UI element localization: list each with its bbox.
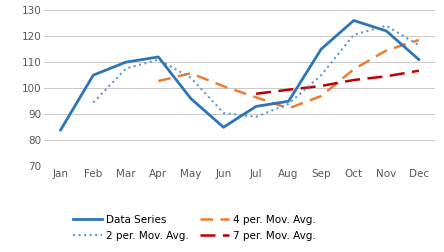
2 per. Mov. Avg. — [384, 24, 389, 27]
7 per. Mov. Avg. — [286, 88, 291, 91]
2 per. Mov. Avg. — [156, 58, 161, 61]
4 per. Mov. Avg. — [221, 85, 226, 88]
2 per. Mov. Avg. — [123, 67, 128, 70]
Data Series — [221, 126, 226, 129]
2 per. Mov. Avg. — [254, 115, 259, 118]
2 per. Mov. Avg. — [416, 44, 421, 47]
Data Series — [351, 19, 357, 22]
4 per. Mov. Avg. — [254, 96, 259, 99]
Data Series — [91, 74, 96, 77]
Line: 2 per. Mov. Avg.: 2 per. Mov. Avg. — [93, 26, 419, 117]
2 per. Mov. Avg. — [318, 74, 324, 77]
4 per. Mov. Avg. — [188, 72, 194, 75]
Line: 7 per. Mov. Avg.: 7 per. Mov. Avg. — [256, 71, 419, 94]
2 per. Mov. Avg. — [91, 101, 96, 104]
4 per. Mov. Avg. — [384, 49, 389, 52]
Data Series — [318, 48, 324, 51]
7 per. Mov. Avg. — [318, 84, 324, 87]
7 per. Mov. Avg. — [384, 75, 389, 78]
Data Series — [188, 97, 194, 100]
4 per. Mov. Avg. — [286, 107, 291, 110]
Line: 4 per. Mov. Avg.: 4 per. Mov. Avg. — [159, 40, 419, 108]
Data Series — [156, 55, 161, 58]
4 per. Mov. Avg. — [416, 39, 421, 42]
Data Series — [123, 61, 128, 64]
Data Series — [286, 100, 291, 103]
Line: Data Series: Data Series — [61, 20, 419, 130]
Data Series — [384, 29, 389, 33]
Data Series — [416, 58, 421, 61]
7 per. Mov. Avg. — [351, 79, 357, 82]
2 per. Mov. Avg. — [221, 111, 226, 114]
7 per. Mov. Avg. — [416, 69, 421, 72]
2 per. Mov. Avg. — [351, 33, 357, 36]
Legend: Data Series, 2 per. Mov. Avg., 4 per. Mov. Avg., 7 per. Mov. Avg.: Data Series, 2 per. Mov. Avg., 4 per. Mo… — [73, 215, 316, 241]
7 per. Mov. Avg. — [254, 92, 259, 95]
2 per. Mov. Avg. — [286, 102, 291, 105]
4 per. Mov. Avg. — [318, 94, 324, 98]
4 per. Mov. Avg. — [156, 80, 161, 83]
Data Series — [254, 105, 259, 108]
2 per. Mov. Avg. — [188, 76, 194, 79]
4 per. Mov. Avg. — [351, 68, 357, 71]
Data Series — [58, 128, 63, 131]
